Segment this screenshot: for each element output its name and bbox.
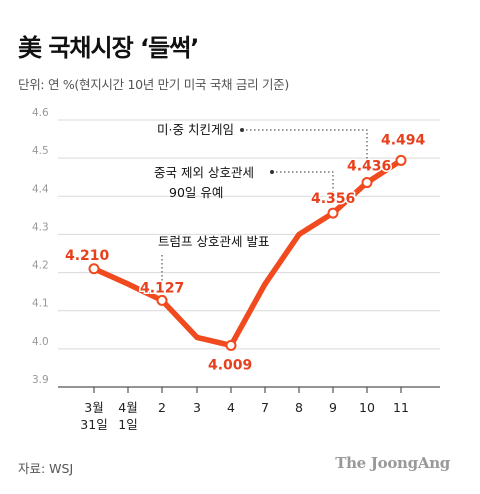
y-tick-label: 4.2: [32, 260, 49, 272]
data-point-marker: [88, 263, 100, 275]
data-label: 4.210: [65, 248, 110, 264]
annotation-text: 트럼프 상호관세 발표: [158, 234, 269, 249]
x-tick-label: 3: [193, 400, 201, 415]
data-point-marker: [361, 177, 373, 189]
y-tick-label: 4.4: [32, 183, 49, 195]
series-line: [91, 157, 404, 349]
chart-title: 美 국채시장 ‘들썩’: [18, 34, 199, 62]
data-label: 4.494: [381, 132, 426, 148]
data-point-marker: [327, 207, 339, 219]
annotation-text: 90일 유예: [169, 185, 223, 200]
y-tick-label: 4.1: [32, 298, 49, 310]
y-tick-label: 4.6: [32, 107, 49, 119]
x-tick-label: 9: [329, 400, 337, 415]
annotation-dot: [240, 128, 244, 132]
x-tick-label-sub: 31일: [80, 417, 107, 432]
data-label: 4.436: [347, 159, 391, 175]
data-point-marker: [395, 154, 407, 166]
y-tick-label: 3.9: [32, 374, 49, 386]
data-point-marker: [156, 294, 168, 306]
chart-subtitle: 단위: 연 %(현지시간 10년 만기 미국 국채 금리 기준): [18, 77, 289, 92]
annotation-text: 중국 제외 상호관세: [154, 165, 254, 180]
annotation-text: 미·중 치킨게임: [157, 122, 234, 137]
annotation-leader: [276, 171, 334, 202]
x-tick-label-sub: 1일: [118, 417, 137, 432]
x-tick-label: 3월: [84, 400, 103, 415]
y-tick-label: 4.5: [32, 145, 49, 157]
data-label: 4.009: [208, 357, 252, 373]
x-tick-label: 11: [393, 400, 409, 415]
source-note: 자료: WSJ: [18, 461, 74, 476]
data-point-marker: [225, 339, 237, 351]
x-tick-label: 4: [227, 400, 235, 415]
annotation-dot: [270, 170, 274, 174]
data-label: 4.127: [140, 280, 184, 296]
x-tick-label: 8: [295, 400, 303, 415]
y-tick-label: 4.3: [32, 221, 49, 233]
x-tick-label: 7: [261, 400, 269, 415]
annotation-leader: [246, 129, 368, 170]
y-tick-label: 4.0: [32, 336, 49, 348]
x-tick-label: 4월: [118, 400, 137, 415]
x-tick-label: 2: [158, 400, 166, 415]
data-label: 4.356: [311, 191, 355, 207]
x-tick-label: 10: [359, 400, 375, 415]
publisher-logo: The JoongAng: [335, 454, 450, 472]
